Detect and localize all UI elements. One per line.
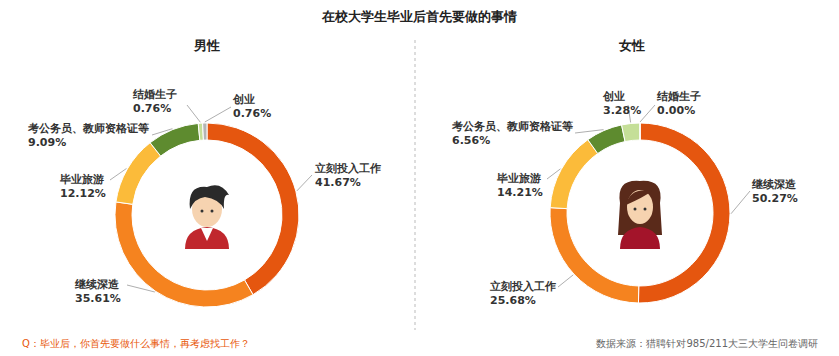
slice-category: 考公务员、教师资格证等 [27,122,149,135]
donut: 继续深造50.27% 立刻投入工作25.68% 毕业旅游14.21% 考公务员、教师资… [451,90,798,307]
slice [115,202,253,307]
avatar-body [620,227,660,249]
avatar-fringe [626,190,652,205]
data-label: 0.00% [657,104,695,117]
slice-category: 毕业旅游 [59,173,104,186]
data-label: 14.21% [497,186,543,199]
footnote: Q：毕业后，你首先要做什么事情，再考虑找工作？ [22,338,250,349]
chart-title: 男性 [193,38,220,53]
slice [588,125,625,154]
avatar-eye [634,208,637,211]
leader-line [127,285,155,292]
slice-category: 立刻投入工作 [314,162,381,175]
avatar-hair [190,185,229,209]
slice-category: 考公务员、教师资格证等 [451,120,573,133]
avatar-collar [201,228,213,241]
slice [116,143,161,205]
avatar-face [627,190,653,224]
slice-category: 创业 [602,90,625,103]
source: 数据来源：猎聘针对985/211大三大学生问卷调研 [596,338,818,349]
leader-line [187,105,200,122]
data-label: 0.76% [233,107,271,120]
data-label: 9.09% [28,136,66,149]
avatar-eye [644,208,647,211]
avatar-eye [211,210,214,213]
leader-line [640,105,655,122]
avatar-hair [618,181,662,235]
data-label: 3.28% [603,104,641,117]
chart-title: 女性 [618,38,645,53]
leader-line [110,169,126,180]
separator [415,40,416,330]
leader-line [731,191,750,214]
data-label: 25.68% [490,294,536,307]
slice-category: 继续深造 [74,278,120,291]
slice-category: 创业 [232,93,255,106]
slice [640,123,641,140]
data-label: 35.61% [75,292,121,305]
leader-line [547,169,560,179]
slice-category: 结婚生子 [656,90,701,103]
chart-root: 在校大学生毕业后首先要做的事情 Q：毕业后，你首先要做什么事情，再考虑找工作？ 数据… [0,0,839,356]
avatar-body [185,227,229,249]
data-label: 12.12% [60,187,106,200]
leader-line [297,175,312,191]
leader-line [152,129,172,135]
leader-line [575,130,604,133]
slice-category: 毕业旅游 [496,172,541,185]
data-label: 41.67% [315,176,361,189]
leader-line [558,275,573,287]
avatar [618,181,662,249]
slice [622,123,640,142]
slice-category: 立刻投入工作 [489,280,556,293]
slice-category: 结婚生子 [132,88,177,101]
donut: 立刻投入工作41.67% 继续深造35.61% 毕业旅游12.12% 考公务员、教师资… [27,88,381,307]
data-label: 6.56% [452,134,490,147]
slice [203,123,207,140]
avatar-eye [201,210,204,213]
data-label: 0.76% [133,102,171,115]
main-title: 在校大学生毕业后首先要做的事情 [321,9,517,24]
avatar [185,185,229,249]
slice [550,140,598,209]
leader-line [205,107,231,122]
data-label: 50.27% [752,192,798,205]
slice [150,123,200,156]
slice-category: 继续深造 [751,178,797,191]
